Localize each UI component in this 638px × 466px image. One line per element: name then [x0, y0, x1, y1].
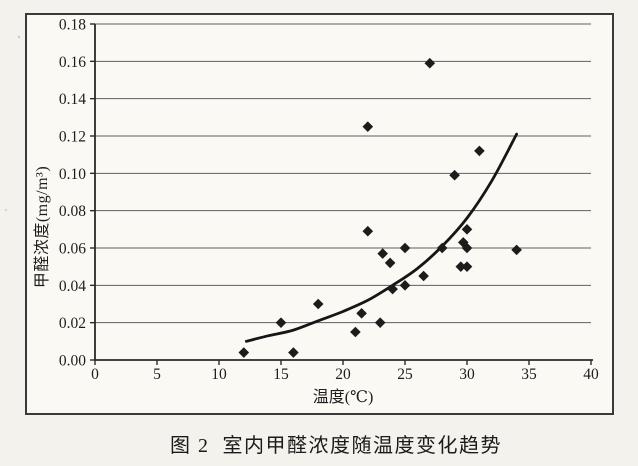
data-point-diamond	[424, 57, 436, 69]
x-tick-label: 15	[273, 366, 289, 383]
x-tick-label: 35	[521, 366, 537, 383]
y-tick-label: 0.14	[59, 91, 86, 108]
data-point-diamond	[238, 347, 250, 358]
data-point-diamond	[474, 145, 485, 157]
data-point-diamond	[399, 242, 411, 254]
data-point-diamond	[461, 224, 473, 235]
data-point-diamond	[461, 242, 473, 254]
scan-artifact	[4, 208, 8, 212]
y-tick-label: 0.16	[59, 54, 86, 71]
scan-artifact	[17, 35, 21, 39]
y-tick-label: 0.18	[59, 17, 86, 34]
data-point-diamond	[275, 317, 287, 328]
data-point-diamond	[356, 308, 367, 319]
y-tick-label: 0.04	[59, 278, 86, 295]
data-point-diamond	[312, 298, 324, 310]
data-point-diamond	[288, 347, 299, 358]
data-point-diamond	[384, 257, 396, 269]
figure-caption: 图 2 室内甲醛浓度随温度变化趋势	[170, 435, 502, 457]
data-point-diamond	[449, 169, 460, 181]
data-point-diamond	[350, 326, 361, 338]
y-tick-label: 0.02	[59, 315, 86, 332]
data-point-diamond	[511, 244, 522, 256]
data-point-diamond	[374, 317, 386, 328]
data-point-diamond	[455, 261, 467, 272]
y-axis-title: 甲醛浓度(mg/m³)	[34, 165, 51, 289]
x-tick-label: 25	[397, 366, 413, 383]
x-tick-label: 5	[153, 366, 161, 383]
x-tick-label: 10	[211, 366, 227, 383]
y-tick-label: 0.08	[59, 203, 86, 220]
x-axis-title: 温度(℃)	[312, 389, 374, 406]
x-tick-label: 30	[459, 366, 475, 383]
data-point-diamond	[399, 280, 411, 291]
y-tick-label: 0.06	[59, 241, 86, 258]
data-point-diamond	[436, 242, 448, 254]
data-point-diamond	[457, 237, 469, 248]
data-point-diamond	[362, 121, 374, 132]
y-tick-label: 0.00	[59, 353, 86, 370]
data-point-diamond	[362, 225, 374, 237]
x-tick-label: 20	[335, 366, 351, 383]
trend-curve	[244, 132, 518, 343]
data-point-diamond	[461, 261, 473, 272]
data-point-diamond	[377, 248, 388, 259]
data-point-diamond	[387, 283, 398, 295]
y-tick-label: 0.10	[59, 166, 86, 183]
x-tick-label: 40	[583, 366, 599, 383]
y-tick-label: 0.12	[59, 129, 86, 146]
data-point-diamond	[418, 270, 429, 282]
x-tick-label: 0	[91, 366, 99, 383]
chart-frame-border	[25, 13, 614, 415]
